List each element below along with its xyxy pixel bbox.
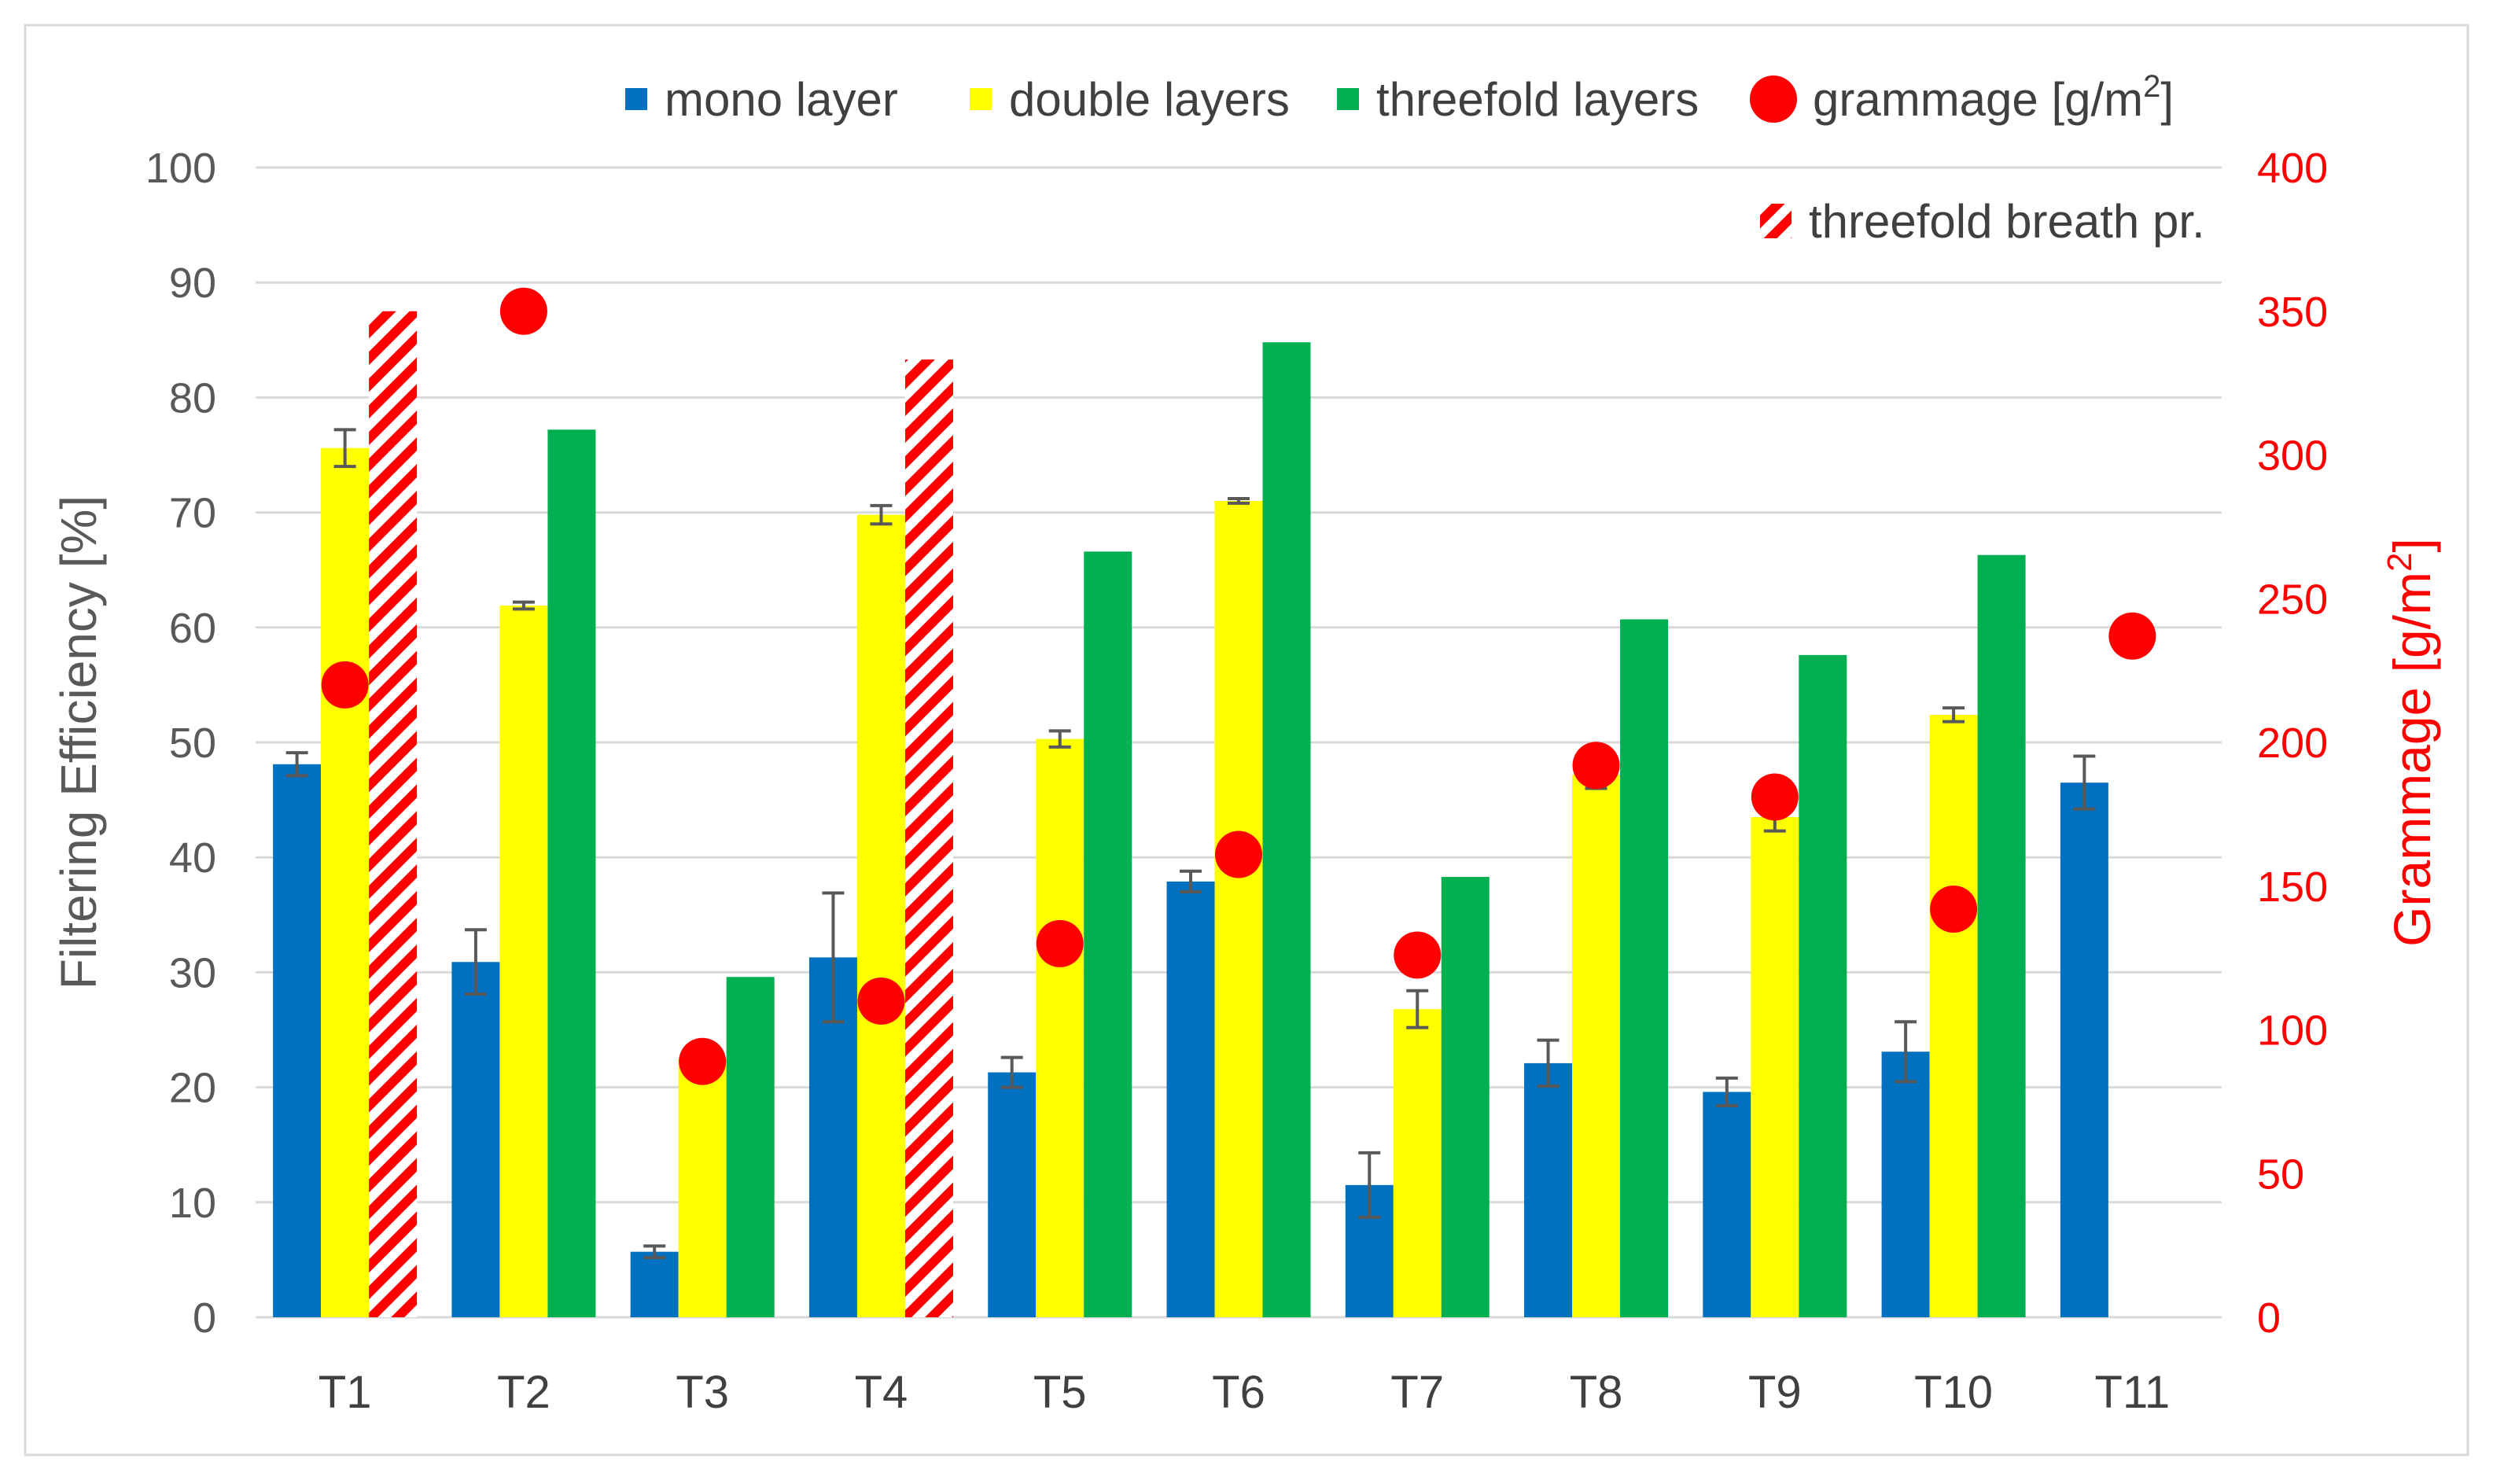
bar-three <box>726 977 775 1317</box>
y2-tick-label: 50 <box>2257 1151 2304 1198</box>
bar-double <box>1036 738 1084 1317</box>
grammage-point <box>1572 742 1620 790</box>
legend-grammage-end: ] <box>2160 73 2174 126</box>
legend-swatch <box>625 88 647 110</box>
x-tick-label: T9 <box>1748 1367 1802 1418</box>
x-tick-label: T7 <box>1390 1367 1444 1418</box>
legend-label: threefold breath pr. <box>1809 195 2205 248</box>
grammage-point <box>1036 919 1084 967</box>
grammage-point <box>857 977 905 1025</box>
bar-mono <box>1524 1062 1573 1317</box>
legend-swatch <box>1337 88 1359 110</box>
bars <box>273 311 2108 1318</box>
grammage-points <box>321 287 2156 1085</box>
grammage-point <box>1930 885 1978 933</box>
x-tick-label: T4 <box>855 1367 908 1418</box>
bar-breath <box>904 359 953 1317</box>
bar-double <box>678 1059 727 1317</box>
y-tick-label: 70 <box>169 490 216 537</box>
legend-swatch <box>970 88 992 110</box>
bar-double <box>499 606 548 1317</box>
legend-grammage-sup: 2 <box>2143 69 2160 104</box>
bar-three <box>1084 551 1132 1317</box>
grammage-point <box>499 287 547 335</box>
bar-mono <box>1881 1051 1930 1317</box>
legend-label: threefold layers <box>1376 73 1699 126</box>
legend: mono layer double layers threefold layers g… <box>625 69 2205 248</box>
legend-swatch-breath <box>1760 204 1791 238</box>
bar-mono <box>2060 783 2108 1317</box>
y-tick-label: 60 <box>169 605 216 652</box>
bar-three <box>547 429 596 1318</box>
bar-mono <box>1703 1092 1751 1317</box>
bar-double <box>1393 1009 1442 1317</box>
y-tick-label: 30 <box>169 949 216 996</box>
bar-breath <box>369 311 418 1317</box>
legend-swatch-grammage <box>1750 75 1797 123</box>
y2-axis-title-end: ] <box>2383 538 2441 552</box>
bar-mono <box>988 1072 1037 1317</box>
y2-tick-label: 400 <box>2257 145 2328 192</box>
legend-grammage-main: grammage [g/m <box>1813 73 2143 126</box>
y2-tick-label: 300 <box>2257 433 2328 480</box>
y-tick-label: 90 <box>169 260 216 307</box>
x-tick-label: T3 <box>676 1367 729 1418</box>
bar-double <box>1929 714 1978 1317</box>
y2-tick-label: 250 <box>2257 576 2328 623</box>
bar-double <box>1751 817 1799 1317</box>
x-tick-label: T8 <box>1570 1367 1623 1418</box>
x-tick-label: T1 <box>319 1367 372 1418</box>
grammage-point <box>2108 612 2156 660</box>
grammage-point <box>1751 773 1799 821</box>
y-tick-label: 0 <box>193 1294 216 1342</box>
x-tick-label: T5 <box>1033 1367 1087 1418</box>
y2-tick-label: 350 <box>2257 289 2328 336</box>
grammage-point <box>321 661 369 709</box>
bar-three <box>1620 619 1669 1317</box>
grammage-point <box>679 1037 727 1085</box>
bar-mono <box>630 1251 679 1317</box>
y2-axis-title-sup: 2 <box>2381 553 2419 572</box>
bar-three <box>1262 342 1311 1317</box>
y-tick-label: 80 <box>169 374 216 422</box>
grammage-point <box>1394 931 1442 979</box>
x-tick-label: T11 <box>2095 1367 2171 1418</box>
y2-tick-label: 100 <box>2257 1007 2328 1055</box>
x-tick-label: T2 <box>497 1367 551 1418</box>
bar-double <box>1572 774 1621 1317</box>
bar-three <box>1799 654 1847 1317</box>
y2-axis-title: Grammage [g/m2] <box>2381 538 2441 947</box>
y2-axis-title-main: Grammage [g/m <box>2383 572 2441 947</box>
y-tick-label: 10 <box>169 1180 216 1227</box>
y-tick-label: 20 <box>169 1065 216 1112</box>
legend-label: mono layer <box>665 73 898 126</box>
y-tick-label: 40 <box>169 834 216 882</box>
bar-double <box>1214 500 1263 1317</box>
y-tick-label: 50 <box>169 720 216 767</box>
y-axis-title: Filtering Efficiency [%] <box>50 495 107 989</box>
bar-mono <box>1166 881 1215 1317</box>
y-tick-label: 100 <box>145 145 216 192</box>
bar-mono <box>451 962 500 1317</box>
bar-double <box>321 447 370 1317</box>
grammage-point <box>1215 830 1262 878</box>
legend-label: double layers <box>1009 73 1290 126</box>
x-tick-label: T6 <box>1212 1367 1265 1418</box>
y2-tick-label: 150 <box>2257 864 2328 911</box>
y2-tick-label: 0 <box>2257 1294 2281 1342</box>
y2-tick-label: 200 <box>2257 720 2328 767</box>
bar-three <box>1977 554 2026 1317</box>
axes: 0 10 20 30 40 50 60 70 80 90 100 0 50 100 150 200 250 300… <box>50 145 2441 1418</box>
legend-label-grammage: grammage [g/m2] <box>1813 69 2174 126</box>
bar-double <box>856 514 905 1317</box>
error-bars <box>285 428 2096 1259</box>
bar-mono <box>273 764 322 1317</box>
bar-three <box>1441 877 1490 1317</box>
x-tick-label: T10 <box>1914 1367 1993 1418</box>
